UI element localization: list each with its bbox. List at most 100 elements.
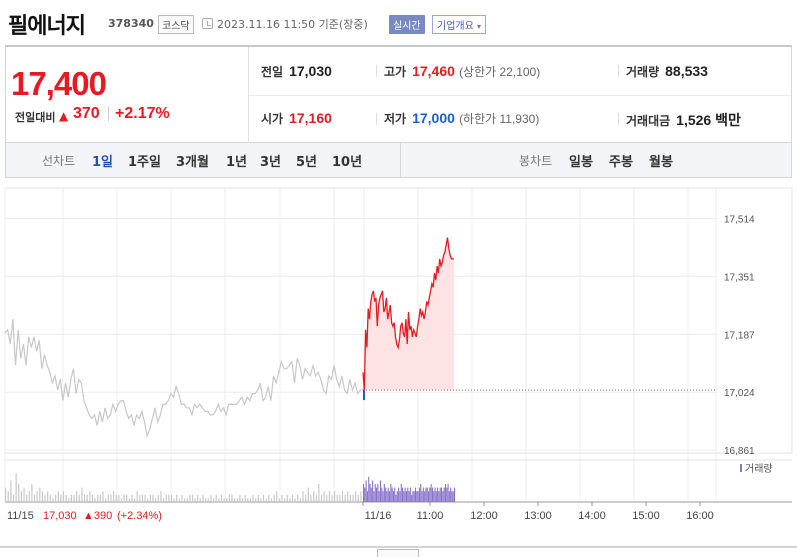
volume-bar bbox=[252, 494, 254, 502]
plot-frame bbox=[4, 187, 793, 454]
volume-bar bbox=[244, 494, 246, 502]
volume-bar bbox=[399, 491, 401, 502]
volume-bar bbox=[226, 498, 228, 502]
period-3y[interactable]: 3년 bbox=[260, 155, 282, 170]
period-5y[interactable]: 5년 bbox=[296, 155, 318, 170]
candle-daily[interactable]: 일봉 bbox=[569, 155, 593, 170]
volume-bar bbox=[315, 494, 317, 502]
volume-bar bbox=[365, 480, 367, 502]
volume-bar bbox=[434, 487, 436, 502]
volume-bar bbox=[409, 487, 411, 502]
volume-bar bbox=[438, 491, 440, 502]
volume-bar bbox=[428, 491, 430, 502]
volume-bar bbox=[128, 498, 130, 502]
price-change-percent: +2.17% bbox=[115, 105, 170, 122]
y-tick-label: 17,351 bbox=[724, 272, 755, 283]
volume-bar bbox=[107, 494, 109, 502]
amount-label: 거래대금 bbox=[626, 114, 671, 128]
candle-weekly[interactable]: 주봉 bbox=[609, 155, 633, 170]
volume-bar bbox=[378, 491, 380, 502]
volume-bar bbox=[376, 487, 378, 502]
volume-bar bbox=[178, 498, 180, 502]
volume-bar bbox=[413, 491, 415, 502]
x-tick-label: 15:00 bbox=[632, 510, 660, 522]
divider bbox=[376, 113, 377, 125]
prev-close-label: 전일 bbox=[261, 65, 284, 79]
volume-bar bbox=[155, 498, 157, 502]
volume-bar bbox=[389, 491, 391, 502]
volume-bar bbox=[147, 498, 149, 502]
volume-bar bbox=[336, 494, 338, 502]
amount-cell: 거래대금 1,526 백만 bbox=[626, 110, 741, 130]
volume-bar bbox=[28, 491, 30, 502]
volume-bar bbox=[412, 491, 414, 502]
volume-bar bbox=[363, 484, 365, 502]
volume-bar bbox=[411, 494, 413, 502]
volume-bar bbox=[31, 484, 33, 502]
volume-bar bbox=[70, 494, 73, 502]
volume-bar bbox=[426, 487, 428, 502]
volume-bar bbox=[23, 487, 25, 502]
volume-bar bbox=[396, 491, 398, 502]
volume-bar bbox=[368, 476, 370, 502]
volume-bar bbox=[262, 494, 265, 502]
volume-bar bbox=[291, 494, 294, 502]
realtime-button[interactable]: 실시간 bbox=[389, 15, 425, 34]
volume-bar bbox=[136, 491, 138, 502]
volume-legend-label: 거래량 bbox=[745, 463, 773, 475]
period-1w[interactable]: 1주일 bbox=[128, 155, 161, 170]
volume-bar bbox=[157, 494, 159, 502]
stock-name[interactable]: 필에너지 bbox=[8, 14, 86, 39]
volume-bar bbox=[439, 487, 441, 502]
volume-bar bbox=[47, 491, 49, 502]
volume-bar bbox=[141, 494, 144, 502]
volume-bar bbox=[305, 494, 307, 502]
volume-bar bbox=[15, 473, 17, 502]
volume-bar bbox=[62, 491, 65, 502]
low-label: 저가 bbox=[384, 112, 407, 126]
period-10y[interactable]: 10년 bbox=[332, 155, 363, 170]
lower-limit: (하한가 11,930) bbox=[459, 112, 540, 126]
period-1y[interactable]: 1년 bbox=[226, 155, 248, 170]
volume-bar bbox=[441, 487, 443, 502]
volume-bar bbox=[249, 498, 252, 502]
up-triangle-icon: ▲ bbox=[59, 109, 69, 123]
volume-bar bbox=[152, 494, 154, 502]
volume-bar bbox=[133, 498, 136, 502]
volume-bar bbox=[212, 498, 215, 502]
volume-bar bbox=[312, 491, 315, 502]
open-label: 시가 bbox=[261, 112, 284, 126]
volume-bar bbox=[408, 491, 410, 502]
volume-bar bbox=[139, 494, 141, 502]
volume-bar bbox=[444, 484, 446, 502]
candle-monthly[interactable]: 월봉 bbox=[649, 155, 673, 170]
volume-bar bbox=[429, 487, 431, 502]
volume-bar bbox=[260, 498, 262, 502]
chart-scroll-handle[interactable] bbox=[377, 549, 419, 557]
price-chart[interactable]: 17,514 17,351 17,187 17,024 16,861 거래량 11/16 11… bbox=[0, 178, 797, 557]
volume-bar bbox=[294, 498, 296, 502]
volume-bar bbox=[12, 494, 15, 502]
period-1d[interactable]: 1일 bbox=[92, 155, 114, 170]
volume-bar bbox=[191, 494, 194, 502]
low-cell: 저가 17,000 (하한가 11,930) bbox=[384, 110, 539, 127]
x-tick-label: 13:00 bbox=[524, 510, 552, 522]
volume-bar bbox=[123, 494, 125, 502]
volume-bar bbox=[239, 494, 241, 502]
x-tick-label: 14:00 bbox=[578, 510, 606, 522]
divider bbox=[618, 65, 619, 77]
period-3m[interactable]: 3개월 bbox=[176, 155, 209, 170]
volume-bar bbox=[97, 494, 99, 502]
clock-icon bbox=[202, 18, 213, 29]
volume-bar bbox=[205, 498, 207, 502]
volume-bar bbox=[364, 487, 366, 502]
volume-bar bbox=[352, 494, 354, 502]
price-chart-svg: 17,514 17,351 17,187 17,024 16,861 거래량 11/16 11… bbox=[0, 187, 797, 548]
volume-bar bbox=[73, 494, 75, 502]
volume-bar bbox=[417, 491, 419, 502]
volume-bar bbox=[374, 484, 376, 502]
company-overview-button[interactable]: 기업개요 ▾ bbox=[432, 15, 487, 34]
volume-bar bbox=[446, 487, 448, 502]
volume-bar bbox=[110, 494, 112, 502]
volume-bar bbox=[115, 494, 117, 502]
